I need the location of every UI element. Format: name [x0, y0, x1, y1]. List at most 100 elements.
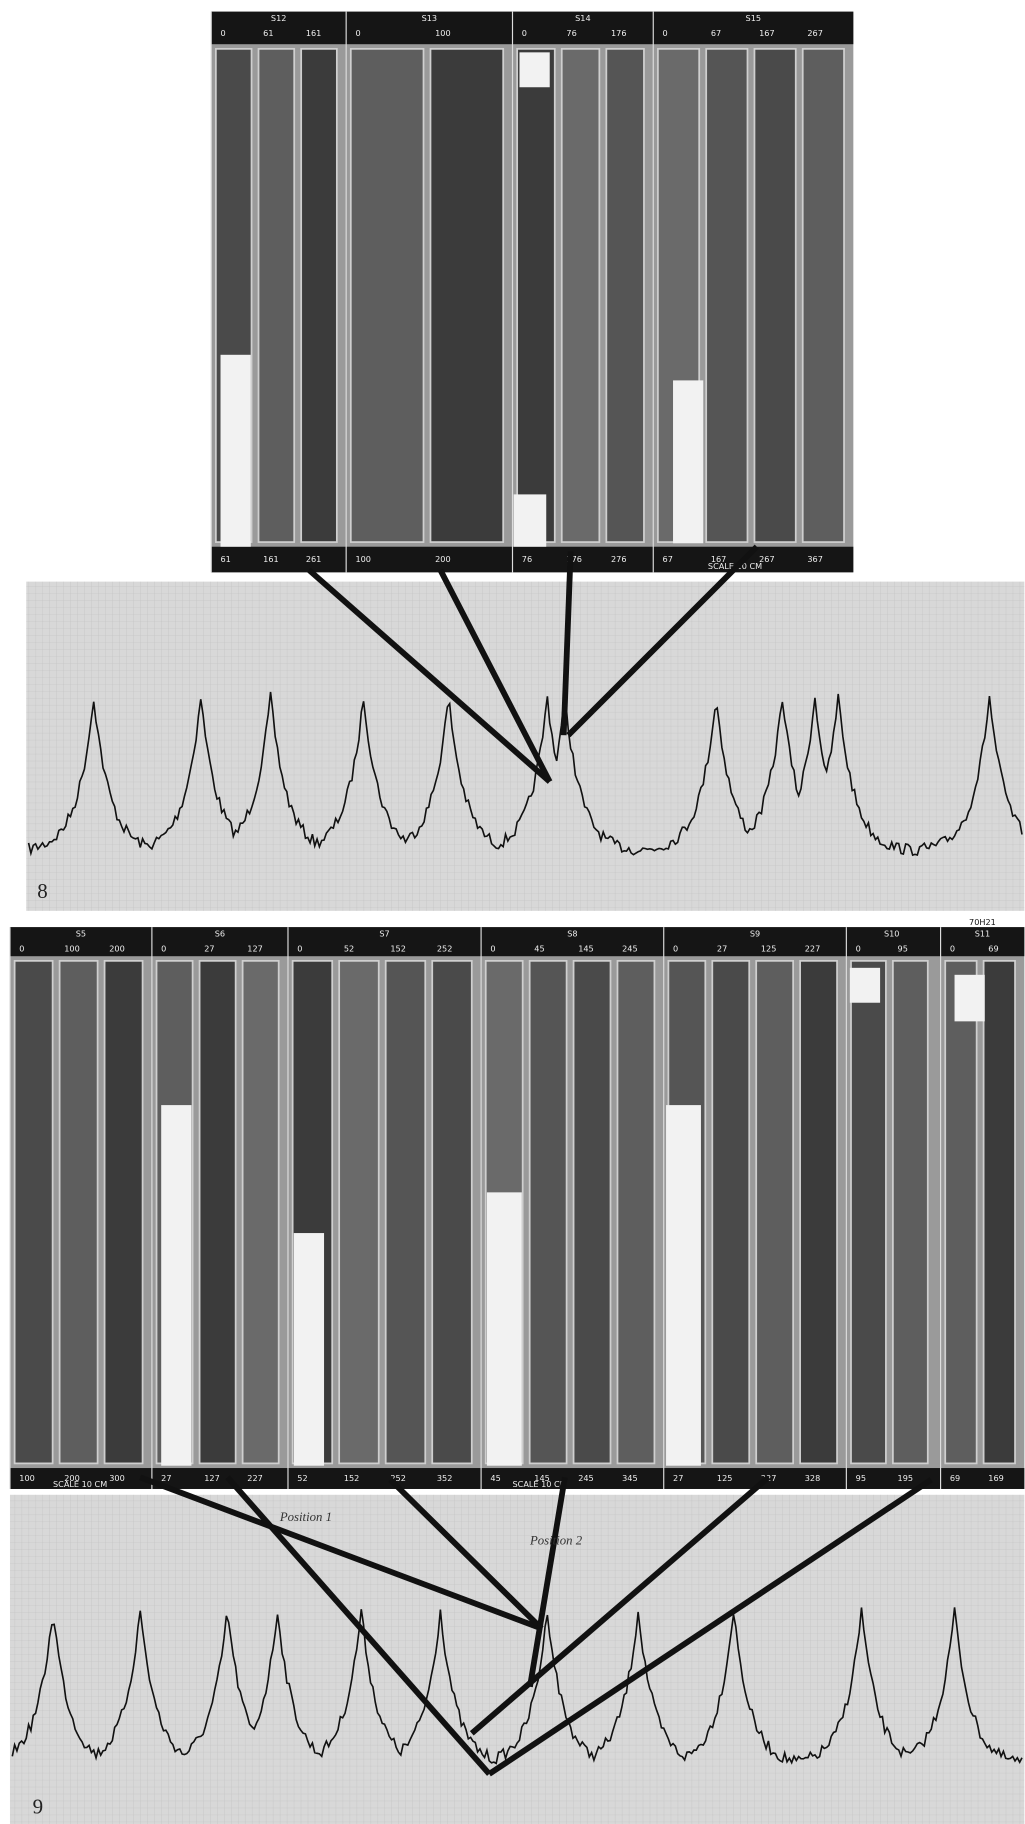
depth-bottom: 100 — [19, 1473, 35, 1483]
depth-bottom: 27 — [161, 1473, 171, 1483]
core-strip — [200, 961, 236, 1464]
depth-bottom: 125 — [717, 1473, 733, 1483]
depth-bottom: 67 — [663, 554, 673, 564]
core-strip — [530, 961, 567, 1464]
depth-top: 27 — [717, 944, 727, 954]
pale-section — [221, 355, 251, 547]
core-strip — [351, 49, 424, 542]
depth-bottom: 95 — [856, 1473, 866, 1483]
depth-bottom: 152 — [344, 1473, 360, 1483]
depth-top: 0 — [663, 28, 668, 38]
depth-top: 52 — [344, 944, 354, 954]
depth-top: 145 — [578, 944, 594, 954]
depth-bottom: 367 — [807, 554, 823, 564]
depth-top: 27 — [204, 944, 214, 954]
pale-section — [487, 1192, 522, 1465]
pale-section — [666, 1105, 701, 1466]
depth-bottom: 169 — [988, 1473, 1004, 1483]
depth-top: 61 — [263, 28, 273, 38]
figure-number: 8 — [37, 879, 47, 903]
core-strip — [617, 961, 654, 1464]
core-strip — [339, 961, 379, 1464]
depth-top: 227 — [805, 944, 821, 954]
core-name: S12 — [271, 13, 286, 23]
core-name: S14 — [575, 13, 591, 23]
depth-bottom: 276 — [611, 554, 627, 564]
depth-top: 0 — [490, 944, 495, 954]
core-name: S15 — [746, 13, 762, 23]
depth-top: 267 — [807, 28, 823, 38]
depth-top: 0 — [355, 28, 360, 38]
depth-top: 95 — [898, 944, 908, 954]
core-name: S9 — [750, 929, 760, 939]
depth-top: 127 — [247, 944, 263, 954]
core-strip — [800, 961, 837, 1464]
core-strip — [893, 961, 928, 1464]
depth-bottom: 52 — [297, 1473, 307, 1483]
scale-label: SCALE 10 CM — [513, 1479, 567, 1489]
depth-top: 152 — [390, 944, 406, 954]
scale-label: SCALE 10 CM — [53, 1479, 107, 1489]
depth-bottom: 328 — [805, 1473, 821, 1483]
trace-grid — [10, 1495, 1024, 1824]
depth-bottom: 69 — [950, 1473, 960, 1483]
figure-number: 9 — [33, 1795, 43, 1819]
depth-top: 67 — [711, 28, 721, 38]
depth-bottom: 227 — [247, 1473, 263, 1483]
core-strip — [706, 49, 747, 542]
pale-section — [161, 1105, 191, 1466]
core-strip — [756, 961, 793, 1464]
depth-top: 0 — [161, 944, 166, 954]
core-strip — [754, 49, 795, 542]
figure-page: S1206161161161261S130100100200S140767617… — [0, 0, 1025, 1824]
depth-bottom: 45 — [490, 1473, 500, 1483]
annotation: Position 2 — [529, 1533, 583, 1547]
depth-bottom: 200 — [435, 554, 451, 564]
depth-top: 176 — [611, 28, 627, 38]
depth-bottom: 245 — [578, 1473, 594, 1483]
pale-section — [955, 975, 985, 1022]
core-strip — [386, 961, 426, 1464]
depth-bottom: 61 — [221, 554, 231, 564]
core-strip — [430, 49, 503, 542]
depth-top: 245 — [622, 944, 638, 954]
depth-bottom: 261 — [306, 554, 322, 564]
core-strip — [105, 961, 143, 1464]
pale-section — [673, 380, 703, 543]
depth-top: 0 — [221, 28, 226, 38]
pale-section — [514, 494, 547, 546]
core-name: S13 — [422, 13, 438, 23]
depth-top: 0 — [673, 944, 678, 954]
depth-top: 0 — [856, 944, 861, 954]
depth-bottom: 345 — [622, 1473, 638, 1483]
depth-bottom: 76 — [522, 554, 532, 564]
core-strip — [851, 961, 886, 1464]
core-name: S8 — [567, 929, 577, 939]
core-strip — [432, 961, 472, 1464]
depth-top: 100 — [435, 28, 451, 38]
depth-top: 200 — [109, 944, 125, 954]
pale-section — [294, 1233, 324, 1466]
depth-bottom: 195 — [898, 1473, 914, 1483]
core-strip — [803, 49, 844, 542]
core-strip — [606, 49, 644, 542]
core-name: S5 — [76, 929, 86, 939]
core-strip — [984, 961, 1015, 1464]
pale-section — [850, 968, 880, 1003]
depth-top: 45 — [534, 944, 544, 954]
core-strip — [259, 49, 295, 542]
depth-top: 0 — [19, 944, 24, 954]
depth-top: 252 — [437, 944, 453, 954]
core-strip — [712, 961, 749, 1464]
depth-top: 0 — [297, 944, 302, 954]
core-strip — [243, 961, 279, 1464]
annotation: Position 1 — [279, 1510, 332, 1524]
core-cruise: 70H21 — [969, 917, 996, 927]
depth-top: 0 — [950, 944, 955, 954]
depth-bottom: 300 — [109, 1473, 125, 1483]
core-strip — [301, 49, 337, 542]
depth-bottom: 161 — [263, 554, 279, 564]
core-strip — [574, 961, 611, 1464]
core-strip — [60, 961, 98, 1464]
pale-section — [519, 52, 549, 87]
